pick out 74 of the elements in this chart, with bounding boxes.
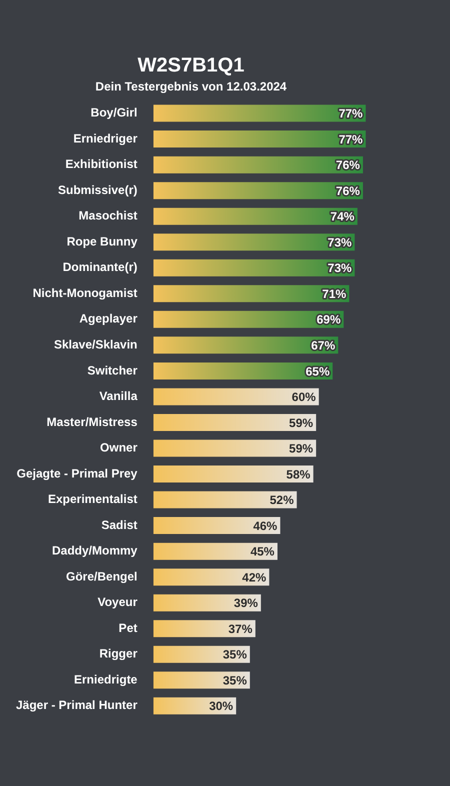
bar [153,182,363,200]
data-label: 76% [336,158,360,172]
y-tick-label: Dominante(r) [62,260,138,274]
chart-subtitle: Dein Testergebnis von 12.03.2024 [95,80,287,94]
y-tick-label: Vanilla [99,389,138,404]
y-tick-label: Rope Bunny [66,234,138,248]
y-tick-label: Gejagte - Primal Prey [16,466,138,480]
bar [153,104,366,122]
data-label: 77% [338,106,364,121]
bar [153,362,333,380]
y-tick-label: Exhibitionist [65,157,138,172]
bar [153,517,280,534]
bar [153,130,366,148]
bar [153,388,319,406]
data-label: 74% [330,210,355,224]
y-tick-label: Submissive(r) [58,182,138,197]
bar [153,310,344,328]
data-label: 35% [222,673,248,688]
data-label: 37% [228,622,253,636]
data-label: 52% [270,493,294,508]
data-label: 59% [289,416,314,430]
bar [153,466,314,483]
y-tick-label: Switcher [87,363,138,378]
bar [153,568,270,586]
data-label: 46% [253,518,278,533]
bar [153,156,363,174]
data-label: 45% [250,544,275,559]
y-tick-label: Jäger - Primal Hunter [16,698,138,712]
y-tick-label: Sadist [101,518,138,532]
data-label: 71% [322,286,346,301]
data-label: 30% [209,699,234,714]
y-tick-label: Owner [100,440,138,455]
y-tick-label: Nicht-Monogamist [32,286,138,300]
bar [153,542,278,560]
bar [153,646,250,663]
y-tick-label: Ageplayer [79,312,138,326]
data-label: 65% [306,364,330,378]
bar [153,491,297,508]
bar [153,259,355,276]
y-tick-label: Experimentalist [48,492,138,506]
bar [153,440,316,457]
bar [153,336,338,354]
bar [153,285,350,302]
bar [153,414,316,431]
y-tick-label: Erniedriger [73,131,138,146]
data-label: 77% [338,132,364,146]
data-label: 76% [336,184,360,198]
data-label: 42% [242,570,267,584]
y-tick-label: Boy/Girl [90,106,138,120]
y-tick-label: Daddy/Mommy [52,544,138,558]
bar [153,620,256,638]
data-label: 67% [311,338,336,352]
y-tick-label: Master/Mistress [46,414,138,429]
y-tick-label: Göre/Bengel [66,569,138,584]
y-tick-label: Sklave/Sklavin [54,337,138,352]
bar [153,234,355,251]
bar [153,672,250,689]
y-tick-label: Masochist [78,208,138,223]
data-label: 73% [328,235,352,250]
y-tick-label: Erniedrigte [74,672,138,686]
bar [153,208,358,225]
data-label: 35% [222,648,248,662]
bar [153,594,261,612]
y-tick-label: Rigger [99,646,138,661]
data-label: 73% [328,261,352,276]
y-tick-label: Voyeur [98,595,138,610]
chart-title: W2S7B1Q1 [138,54,244,77]
data-label: 60% [292,390,316,404]
bar [153,697,236,714]
y-tick-label: Pet [118,620,138,635]
data-label: 69% [316,312,341,327]
data-label: 59% [289,442,314,456]
data-label: 39% [234,596,258,610]
data-label: 58% [286,467,311,482]
